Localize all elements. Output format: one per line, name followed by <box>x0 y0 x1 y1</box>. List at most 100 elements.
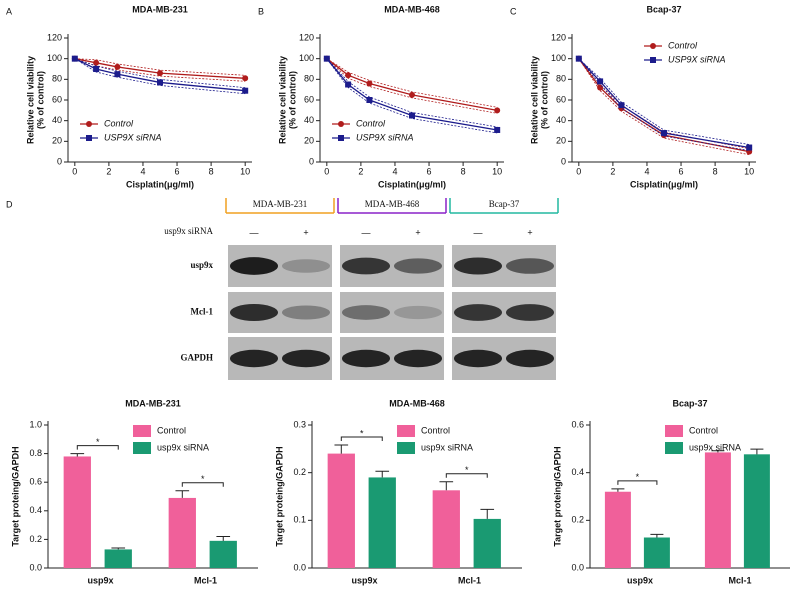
y-tick-label: 0.4 <box>571 467 584 477</box>
y-tick-label: 120 <box>47 32 62 42</box>
legend-label: Control <box>689 425 718 435</box>
y-tick-label: 20 <box>304 136 314 146</box>
x-axis-label: Cisplatin(μg/ml) <box>630 179 698 189</box>
y-tick-label: 100 <box>551 53 566 63</box>
marker <box>345 81 352 88</box>
legend-label: Control <box>668 40 698 50</box>
x-tick-label: 2 <box>106 166 111 176</box>
marker <box>575 55 582 62</box>
row-label: usp9x <box>190 260 213 270</box>
significance-bracket <box>617 480 658 485</box>
legend-label: Control <box>104 118 134 128</box>
y-tick-label: 60 <box>304 94 314 104</box>
error-bar <box>70 453 85 457</box>
error-bar <box>611 488 625 492</box>
bar <box>704 452 731 568</box>
y-tick-label: 20 <box>52 136 62 146</box>
y-axis-label: Relative cell viability <box>277 56 287 144</box>
significance-label: * <box>636 472 640 482</box>
marker <box>157 79 163 86</box>
condition-label: — <box>474 227 483 237</box>
condition-label: — <box>362 227 371 237</box>
blot-band <box>282 259 330 273</box>
chart-title: Bcap-37 <box>646 4 681 14</box>
marker <box>494 107 501 114</box>
marker <box>597 78 604 85</box>
chart-title: MDA-MB-468 <box>389 398 445 408</box>
legend-swatch <box>133 425 151 437</box>
chart-title: Bcap-37 <box>672 398 707 408</box>
y-axis-label: Target proteing/GAPDH <box>10 446 20 546</box>
marker <box>366 97 373 103</box>
y-tick-label: 1.0 <box>29 419 42 429</box>
legend-swatch <box>397 425 415 437</box>
panel-label: B <box>258 6 264 16</box>
group-header-line <box>337 198 447 214</box>
y-axis-label: Relative cell viability <box>529 56 539 144</box>
row-label: GAPDH <box>181 353 214 363</box>
blot-band <box>506 349 554 368</box>
x-tick-label: 10 <box>744 166 754 176</box>
condition-label: + <box>527 227 532 237</box>
significance-label: * <box>96 437 100 447</box>
blot-band <box>506 304 554 321</box>
error-bar <box>375 470 390 478</box>
y-tick-label: 0.2 <box>571 515 584 525</box>
y-tick-label: 60 <box>52 94 62 104</box>
marker <box>323 55 330 62</box>
y-axis-label: (% of control) <box>539 71 549 129</box>
blot-background <box>340 292 444 333</box>
x-axis-label: Cisplatin(μg/ml) <box>126 179 194 189</box>
legend-swatch <box>665 425 683 437</box>
error-bar <box>111 547 126 550</box>
y-tick-label: 40 <box>304 115 314 125</box>
marker <box>242 87 249 94</box>
error-bar <box>216 536 231 541</box>
x-tick-label: 8 <box>461 166 466 176</box>
marker <box>494 126 501 133</box>
significance-bracket <box>181 482 224 487</box>
confidence-band <box>578 58 750 151</box>
legend-swatch <box>665 442 683 454</box>
x-tick-label: usp9x <box>351 575 377 585</box>
y-tick-label: 0.6 <box>29 477 42 487</box>
x-tick-label: 0 <box>324 166 329 176</box>
x-tick-label: Mcl-1 <box>458 575 481 585</box>
y-tick-label: 60 <box>556 94 566 104</box>
legend-label: usp9x siRNA <box>421 442 473 452</box>
legend-label: usp9x siRNA <box>157 442 209 452</box>
legend-marker <box>650 43 656 49</box>
bar <box>473 518 501 568</box>
blot-band <box>282 349 330 368</box>
blot-band <box>394 305 442 320</box>
y-tick-label: 0.6 <box>571 419 584 429</box>
y-tick-label: 0.0 <box>293 562 306 572</box>
error-bar <box>334 444 349 454</box>
blot-band <box>394 258 442 274</box>
y-tick-label: 0.3 <box>293 419 306 429</box>
x-tick-label: 4 <box>392 166 397 176</box>
bar <box>604 491 631 568</box>
marker <box>157 70 163 77</box>
x-tick-label: Mcl-1 <box>728 575 751 585</box>
error-bar <box>439 481 454 491</box>
bar <box>63 456 91 568</box>
marker <box>345 72 352 79</box>
legend-marker <box>338 121 344 127</box>
condition-label: + <box>303 227 308 237</box>
condition-label: — <box>250 227 259 237</box>
x-tick-label: 6 <box>175 166 180 176</box>
x-tick-label: usp9x <box>627 575 653 585</box>
bar <box>643 537 670 568</box>
significance-label: * <box>201 474 205 484</box>
blot-band <box>230 349 278 368</box>
y-tick-label: 0 <box>309 156 314 166</box>
legend-marker <box>86 135 92 141</box>
x-tick-label: 8 <box>209 166 214 176</box>
significance-label: * <box>465 465 469 475</box>
marker <box>366 80 373 87</box>
legend-marker <box>650 57 656 63</box>
y-tick-label: 40 <box>556 115 566 125</box>
marker <box>93 66 100 72</box>
marker <box>409 91 415 98</box>
